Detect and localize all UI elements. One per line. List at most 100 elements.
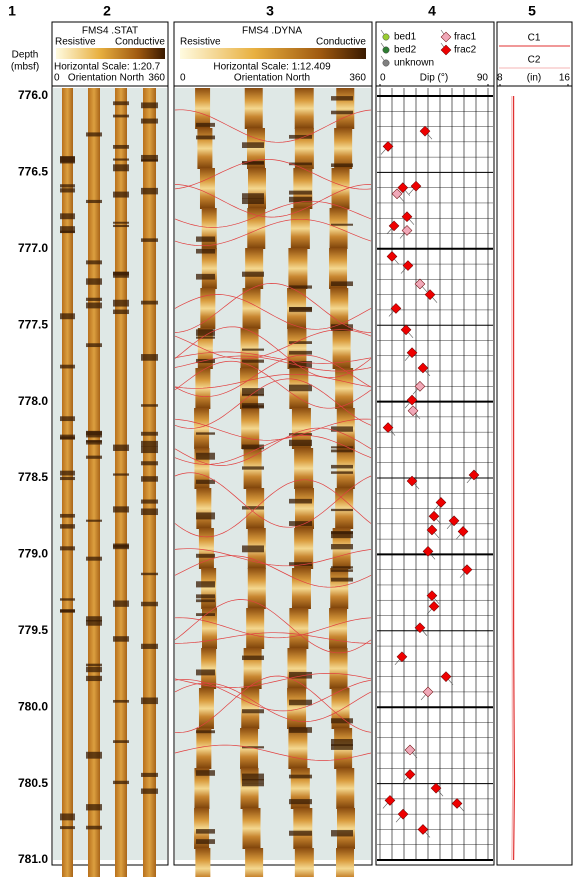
image-band bbox=[141, 154, 158, 162]
orientation-label: 0 bbox=[54, 73, 60, 84]
image-band bbox=[196, 839, 215, 844]
image-band bbox=[242, 271, 264, 277]
image-band bbox=[86, 620, 102, 626]
dip-marker bbox=[390, 303, 402, 314]
image-band bbox=[289, 162, 312, 166]
image-band bbox=[60, 313, 75, 320]
image-band bbox=[86, 519, 102, 522]
image-band bbox=[289, 498, 312, 504]
image-band bbox=[242, 359, 264, 363]
dip-marker bbox=[468, 469, 480, 481]
depth-label: 778.5 bbox=[18, 470, 48, 484]
image-segment bbox=[294, 448, 314, 489]
x-tick-label: 16 bbox=[559, 73, 571, 84]
image-segment bbox=[62, 248, 73, 289]
image-band bbox=[86, 132, 102, 137]
image-band bbox=[289, 671, 312, 679]
fracture-trace bbox=[174, 109, 372, 143]
image-band bbox=[86, 556, 102, 561]
image-segment bbox=[88, 368, 100, 409]
orientation-label: 360 bbox=[148, 73, 165, 84]
image-segment bbox=[62, 568, 73, 609]
image-segment bbox=[241, 688, 260, 729]
image-band bbox=[196, 358, 215, 364]
content: 1 2 3 4 5 Depth (mbsf) FMS4 .STAT Resist… bbox=[8, 3, 573, 866]
fracture-trace bbox=[174, 351, 372, 364]
image-segment bbox=[247, 128, 266, 169]
image-band bbox=[331, 718, 353, 724]
image-band bbox=[86, 751, 102, 759]
dip-marker bbox=[382, 141, 394, 152]
image-band bbox=[242, 405, 264, 409]
image-segment bbox=[88, 408, 100, 449]
fracture-trace bbox=[174, 679, 372, 712]
image-segment bbox=[62, 408, 73, 449]
depth-label: 778.0 bbox=[18, 394, 48, 408]
image-band bbox=[60, 826, 75, 830]
image-segment bbox=[88, 688, 100, 729]
image-segment bbox=[88, 328, 100, 369]
depth-label: 780.5 bbox=[18, 776, 48, 790]
dip-marker bbox=[424, 289, 436, 300]
image-segment bbox=[336, 808, 355, 849]
image-segment bbox=[288, 728, 308, 769]
image-band bbox=[113, 221, 129, 224]
image-segment bbox=[88, 728, 100, 769]
dip-marker bbox=[414, 278, 426, 290]
dip-marker bbox=[428, 510, 440, 522]
legend-label: frac1 bbox=[454, 32, 477, 43]
image-band bbox=[86, 302, 102, 309]
image-band bbox=[141, 446, 158, 454]
image-band bbox=[289, 433, 312, 436]
image-segment bbox=[88, 848, 100, 877]
image-band bbox=[113, 224, 129, 228]
image-band bbox=[141, 508, 158, 516]
image-band bbox=[113, 164, 129, 172]
image-band bbox=[86, 440, 102, 445]
image-band bbox=[242, 393, 264, 397]
image-band bbox=[289, 190, 312, 195]
image-segment bbox=[62, 448, 73, 489]
image-band bbox=[331, 324, 353, 331]
fracture-trace bbox=[174, 617, 372, 639]
image-segment bbox=[194, 808, 210, 849]
image-band bbox=[86, 260, 102, 265]
image-band bbox=[196, 770, 215, 776]
image-band bbox=[113, 309, 129, 315]
caliper-curve bbox=[513, 96, 516, 861]
fracture-trace bbox=[174, 435, 372, 465]
track-title: FMS4 .STAT bbox=[82, 26, 138, 37]
depth-label: 781.0 bbox=[18, 852, 48, 866]
dip-marker bbox=[419, 125, 431, 137]
legend-marker bbox=[382, 33, 390, 41]
image-band bbox=[60, 609, 75, 613]
image-segment bbox=[115, 648, 127, 689]
image-segment bbox=[201, 608, 217, 649]
image-band bbox=[196, 479, 215, 484]
image-segment bbox=[331, 168, 350, 209]
image-band bbox=[141, 187, 158, 195]
depth-label: 776.0 bbox=[18, 88, 48, 102]
image-band bbox=[141, 697, 158, 705]
orientation-label: Orientation North bbox=[234, 73, 310, 84]
image-segment bbox=[246, 608, 265, 649]
image-band bbox=[113, 636, 129, 642]
image-segment bbox=[242, 808, 261, 849]
image-segment bbox=[335, 368, 354, 409]
dip-marker bbox=[448, 515, 460, 527]
dip-marker bbox=[414, 381, 426, 392]
image-band bbox=[196, 730, 215, 734]
image-band bbox=[60, 813, 75, 821]
image-band bbox=[331, 449, 353, 453]
image-strip bbox=[194, 88, 217, 877]
image-band bbox=[141, 300, 158, 305]
legend-marker bbox=[440, 44, 452, 56]
fracture-trace bbox=[174, 329, 372, 360]
image-segment bbox=[62, 768, 73, 809]
image-band bbox=[331, 471, 353, 474]
image-strip bbox=[60, 88, 75, 877]
dip-marker bbox=[384, 795, 396, 806]
image-band bbox=[60, 416, 75, 422]
fracture-trace bbox=[174, 373, 372, 389]
